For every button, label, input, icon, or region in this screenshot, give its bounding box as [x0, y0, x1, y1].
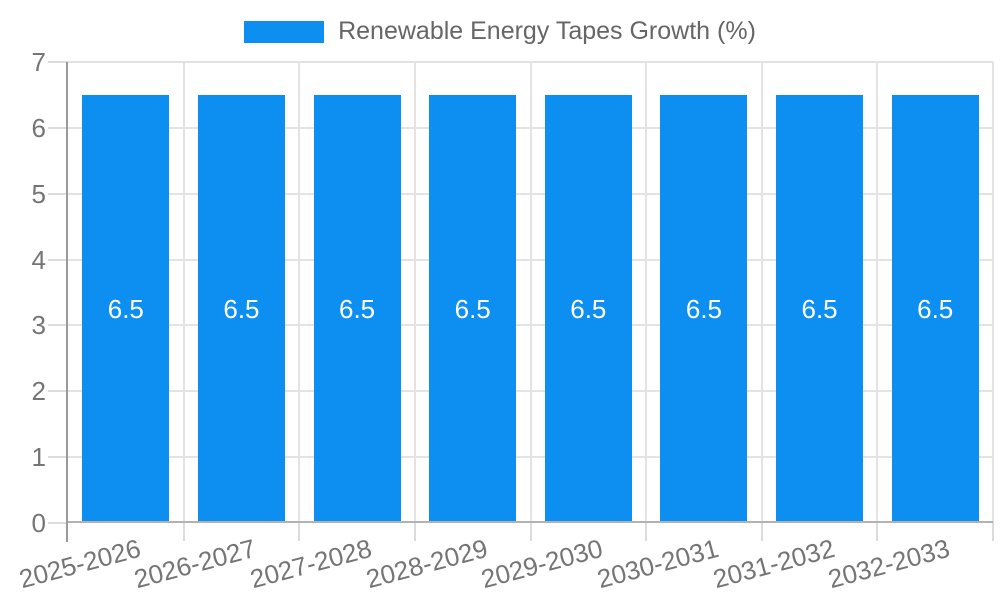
y-tick-label: 3: [31, 310, 46, 341]
bar: [313, 94, 401, 523]
bar-value-label: 6.5: [685, 293, 723, 324]
bar-value-label: 6.5: [801, 293, 838, 324]
x-axis-baseline: [68, 521, 993, 523]
y-axis-tick: [48, 456, 68, 459]
x-gridline: [876, 62, 879, 523]
bar: [197, 94, 285, 523]
bar-value-label: 6.5: [107, 293, 144, 324]
y-axis-tick: [48, 324, 68, 327]
x-gridline: [760, 62, 763, 523]
bar: [891, 94, 979, 523]
legend-swatch-icon: [244, 20, 325, 43]
x-axis-tick: [992, 523, 994, 541]
y-tick-label: 5: [31, 178, 46, 209]
legend-label: Renewable Energy Tapes Growth (%): [338, 17, 756, 45]
y-axis-tick: [48, 126, 68, 129]
bar: [776, 94, 864, 523]
legend-item[interactable]: Renewable Energy Tapes Growth (%): [244, 17, 756, 46]
x-axis-tick: [876, 523, 879, 541]
x-gridline: [182, 62, 185, 523]
bar: [429, 94, 517, 523]
x-gridline: [992, 62, 994, 523]
x-gridline: [645, 62, 648, 523]
plot-area: 6.5 6.5 6.5 6.5 6.5 6.5 6.5 6.5 0 1 2 3 4 5 6 7 2025-20…: [16, 47, 994, 594]
x-gridline: [298, 62, 301, 523]
y-axis-tick: [48, 192, 68, 195]
bar: [660, 94, 748, 523]
bar-value-label: 6.5: [223, 293, 260, 324]
y-axis-tick: [48, 390, 68, 393]
x-gridline: [529, 62, 532, 523]
chart-legend: Renewable Energy Tapes Growth (%): [0, 17, 1000, 46]
bar-value-label: 6.5: [338, 293, 376, 324]
y-axis-tick: [48, 258, 68, 261]
y-tick-label: 0: [31, 508, 46, 538]
y-tick-label: 6: [31, 112, 46, 143]
y-tick-label: 2: [31, 376, 46, 407]
x-axis-tick: [760, 523, 763, 541]
bar-value-label: 6.5: [454, 293, 491, 324]
bar-value-label: 6.5: [917, 293, 954, 324]
x-gridline: [413, 62, 416, 523]
y-tick-label: 7: [31, 47, 46, 77]
x-axis-tick: [529, 523, 532, 541]
y-axis-tick: [48, 522, 68, 524]
y-tick-label: 4: [31, 244, 46, 275]
x-axis-tick: [413, 523, 416, 541]
y-axis-line: [66, 62, 68, 542]
bar-value-label: 6.5: [570, 293, 607, 324]
bar: [82, 94, 170, 523]
x-axis-tick: [298, 523, 301, 541]
y-axis-tick: [48, 61, 68, 63]
x-axis-tick: [645, 523, 648, 541]
bar: [544, 94, 632, 523]
x-axis-tick: [182, 523, 185, 541]
y-tick-label: 1: [31, 442, 46, 473]
